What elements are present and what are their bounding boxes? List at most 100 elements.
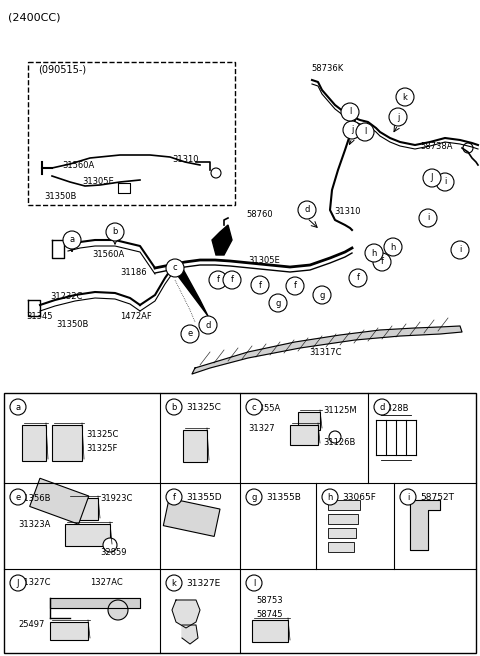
Text: d: d [205,321,211,329]
Circle shape [166,259,184,277]
Text: i: i [444,178,446,186]
Circle shape [423,169,441,187]
Text: l: l [349,108,351,117]
Text: 31560A: 31560A [62,161,94,170]
Text: 31355B: 31355B [266,493,301,501]
Circle shape [329,431,341,443]
Text: 31356B: 31356B [18,494,50,503]
Text: l: l [253,579,255,588]
Bar [163,499,220,537]
Polygon shape [50,598,140,608]
Circle shape [246,489,262,505]
Text: c: c [173,264,177,272]
Circle shape [106,223,124,241]
Bar [328,542,354,552]
Text: 31345: 31345 [26,312,52,321]
Text: 31126B: 31126B [323,438,355,447]
Text: 25497: 25497 [18,620,44,629]
Text: f: f [216,276,219,285]
Text: 58760: 58760 [246,210,273,219]
Text: 31327E: 31327E [186,579,220,588]
Circle shape [223,271,241,289]
Text: i: i [407,493,409,501]
Text: 58738A: 58738A [420,142,453,151]
Text: 31186: 31186 [120,268,146,277]
Text: J: J [431,173,433,182]
Text: 31350B: 31350B [56,320,88,329]
Text: 31310: 31310 [172,155,199,164]
Bar [290,425,318,445]
Text: (090515-): (090515-) [38,64,86,74]
Circle shape [63,231,81,249]
Polygon shape [172,260,208,316]
Text: 31323A: 31323A [18,520,50,529]
Text: 31125M: 31125M [323,406,357,415]
Bar [328,500,360,510]
Bar [183,430,207,462]
Text: l: l [364,127,366,136]
Text: f: f [381,258,384,266]
Circle shape [396,88,414,106]
Bar [298,412,320,430]
Text: f: f [230,276,233,285]
Text: 31325C: 31325C [86,430,119,439]
Text: i: i [427,213,429,222]
Text: 1472AF: 1472AF [120,312,152,321]
Text: g: g [252,493,257,501]
Text: 58752T: 58752T [420,493,454,501]
Circle shape [349,269,367,287]
Bar [65,524,110,546]
Circle shape [298,201,316,219]
Text: 31310: 31310 [334,207,360,216]
Text: 31325F: 31325F [86,444,118,453]
Text: (2400CC): (2400CC) [8,12,60,22]
Polygon shape [172,600,200,628]
Text: 31355A: 31355A [248,404,280,413]
Bar [50,622,88,640]
Bar [68,498,98,520]
Bar [52,425,82,461]
Circle shape [463,143,473,153]
Text: 31325C: 31325C [186,403,221,411]
Text: 31350B: 31350B [44,192,76,201]
Text: 31327: 31327 [248,424,275,433]
Text: d: d [304,205,310,215]
Text: b: b [171,403,177,411]
Text: k: k [171,579,177,588]
Polygon shape [182,625,198,644]
Text: j: j [397,112,399,121]
Polygon shape [410,500,440,550]
Circle shape [373,253,391,271]
Text: 58736K: 58736K [311,64,343,73]
Bar [328,528,356,538]
Circle shape [10,575,26,591]
Text: 33065F: 33065F [342,493,376,501]
Text: k: k [403,92,408,102]
Text: 31305E: 31305E [248,256,280,265]
Text: g: g [276,298,281,308]
Text: 31328B: 31328B [376,404,408,413]
Text: 31327C: 31327C [18,578,50,587]
Circle shape [384,238,402,256]
Circle shape [209,271,227,289]
Circle shape [166,575,182,591]
Text: b: b [112,228,118,237]
Text: j: j [351,125,353,134]
Circle shape [356,123,374,141]
Circle shape [269,294,287,312]
Text: d: d [379,403,384,411]
Circle shape [451,241,469,259]
Text: g: g [319,291,324,300]
Text: 58745: 58745 [256,610,283,619]
Text: J: J [17,579,19,588]
Text: i: i [459,245,461,255]
Text: h: h [390,243,396,251]
Circle shape [103,538,117,552]
Circle shape [211,168,221,178]
Text: 31560A: 31560A [92,250,124,259]
Text: a: a [15,403,21,411]
Bar [252,620,288,642]
Text: 31355D: 31355D [186,493,222,501]
Text: e: e [15,493,21,501]
Circle shape [419,209,437,227]
